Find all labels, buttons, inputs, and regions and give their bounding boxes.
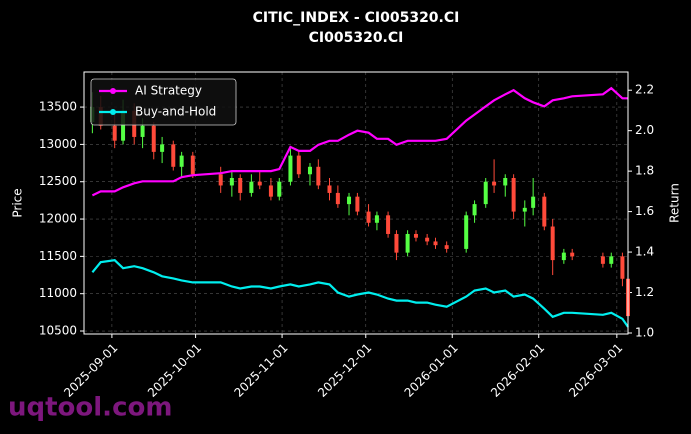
candle-body [355,196,360,212]
y2-tick-label: 2.2 [635,83,654,97]
y-tick-label: 12500 [39,174,77,188]
y-tick-label: 13500 [39,100,77,114]
candle-body [218,174,223,186]
legend-label: Buy-and-Hold [135,105,216,119]
candle-body [140,125,145,137]
candle-body [542,196,547,227]
candle-body [464,215,469,249]
y-tick-label: 11500 [39,249,77,263]
candle-body [531,196,536,208]
y2-axis-label: Return [668,183,682,223]
y2-tick-label: 1.8 [635,164,654,178]
y2-tick-label: 1.2 [635,285,654,299]
candle-body [550,226,555,261]
candle-body [570,252,575,257]
return-line [91,259,629,328]
candle-body [171,144,176,167]
y2-tick-label: 1.4 [635,245,654,259]
candle-body [179,155,184,167]
candle-body [366,211,371,223]
return-line [91,86,628,197]
candle-body [277,181,282,197]
candle-body [151,125,156,152]
y2-tick-label: 2.0 [635,123,654,137]
candle-body [394,233,399,253]
y-tick-label: 11000 [39,286,77,300]
candle-body [296,155,301,175]
candle-body [112,125,117,141]
candle-body [374,215,379,223]
candle-body [160,144,165,152]
candle-body [522,207,527,212]
candle-body [316,166,321,186]
candle-body [386,215,391,234]
watermark: uqtool.com [8,393,172,423]
candle-body [121,110,126,141]
legend-marker [110,88,116,94]
candle-body [288,155,293,182]
candle-body [413,233,418,238]
candle-body [600,256,605,264]
candle-body [190,155,195,175]
candle-body [238,177,243,193]
candle-body [483,181,488,205]
candle-body [257,181,262,186]
candle-body [433,241,438,246]
chart-title: CITIC_INDEX - CI005320.CI [253,10,460,26]
plot-frame [83,71,629,335]
y2-tick-label: 1.6 [635,204,654,218]
candle-body [327,185,332,193]
candle-body [444,245,449,249]
candle-body [405,233,410,253]
candle-body [511,177,516,212]
candle-body [335,192,340,205]
candle-body [229,177,234,186]
legend-marker [110,109,116,115]
candle-body [307,166,312,175]
legend-label: AI Strategy [135,84,202,98]
candle-body [503,177,508,186]
candle-body [561,252,566,261]
candle-body [620,256,625,279]
candle-body [249,181,254,193]
candle-body [347,196,352,205]
y2-tick-label: 1.0 [635,325,654,339]
y-axis-label: Price [11,188,25,217]
candle-body [609,256,614,264]
y-tick-label: 10500 [39,324,77,338]
legend-box [90,78,237,126]
chart-subtitle: CI005320.CI [309,30,404,46]
candle-body [472,204,477,216]
candle-body [492,181,497,186]
y-tick-label: 13000 [39,137,77,151]
candle-body [268,185,273,197]
y-tick-label: 12000 [39,212,77,226]
candle-body [425,237,430,242]
